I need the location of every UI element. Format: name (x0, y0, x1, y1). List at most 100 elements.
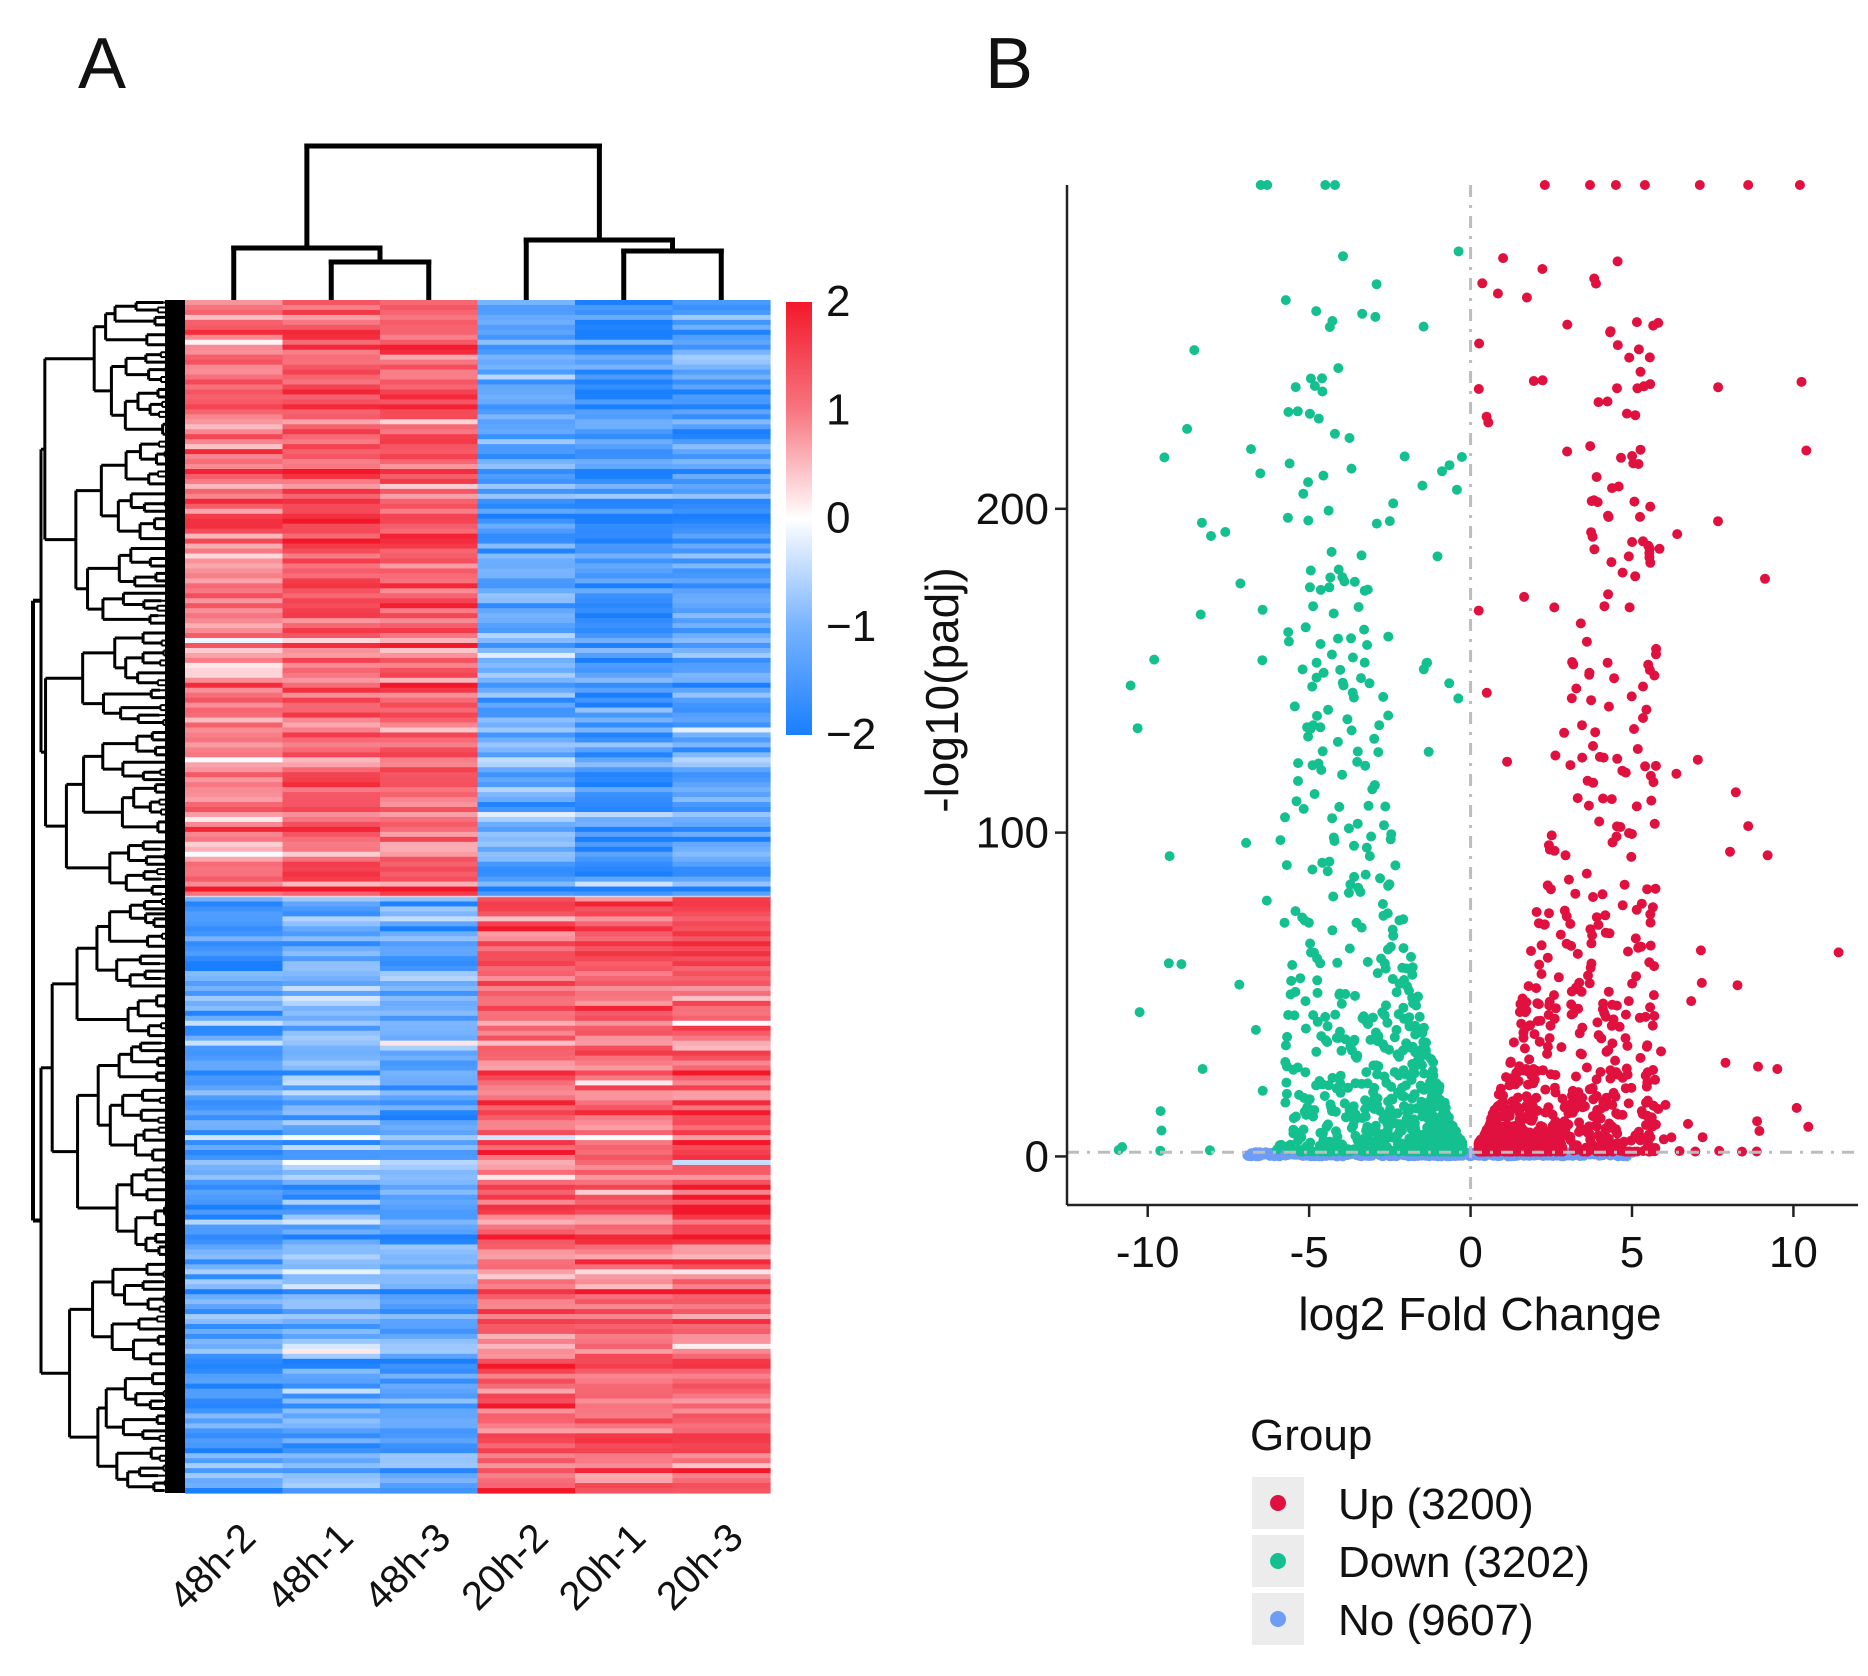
heatmap-cell (575, 1363, 674, 1370)
heatmap-cell (380, 1145, 479, 1151)
heatmap-cell (185, 772, 284, 778)
heatmap-cell (380, 1154, 479, 1161)
heatmap-cell (477, 1075, 576, 1082)
heatmap-cell (672, 1145, 771, 1151)
point-down (1275, 835, 1286, 846)
heatmap-cell (185, 707, 284, 714)
point-up (1608, 1014, 1619, 1025)
point-down (1456, 452, 1467, 462)
heatmap-cell (672, 926, 771, 932)
point-up (1562, 319, 1573, 330)
heatmap-cell (380, 1060, 479, 1067)
heatmap-cell (575, 1015, 674, 1022)
heatmap-cell (672, 1279, 771, 1285)
heatmap-cell (477, 429, 576, 435)
heatmap-cell (282, 941, 381, 947)
point-up (1610, 1091, 1621, 1102)
heatmap-cell (575, 1125, 674, 1131)
heatmap-cell (282, 1378, 381, 1385)
heatmap-cell (282, 1214, 381, 1221)
point-up (1539, 919, 1550, 930)
point-up (1672, 529, 1683, 540)
heatmap-cell (282, 981, 381, 987)
heatmap-cell (477, 488, 576, 495)
point-down (1410, 1020, 1421, 1031)
heatmap-cell (380, 797, 479, 803)
heatmap-cell (185, 304, 284, 311)
heatmap-cell (282, 1264, 381, 1270)
point-up (1606, 557, 1617, 568)
point-down (1362, 956, 1373, 967)
point-up (1604, 1122, 1614, 1133)
point-up (1623, 946, 1633, 957)
heatmap-cell (672, 309, 771, 316)
heatmap-cell (185, 911, 284, 917)
heatmap-cell (575, 1234, 674, 1241)
heatmap-cell (380, 737, 479, 743)
point-down (1375, 873, 1385, 884)
heatmap-cell (185, 339, 284, 346)
heatmap-cell (185, 1294, 284, 1300)
heatmap-cell (282, 1095, 381, 1101)
point-up (1549, 602, 1560, 613)
point-down (1300, 1067, 1311, 1078)
heatmap-cell (672, 851, 771, 858)
heatmap-cell (672, 1388, 771, 1395)
heatmap-cell (185, 1463, 284, 1469)
point-up (1597, 889, 1608, 900)
heatmap-cell (672, 816, 771, 823)
point-down (1353, 602, 1364, 612)
point-up (1529, 1029, 1540, 1040)
heatmap-cell (185, 961, 284, 967)
point-down (1250, 1024, 1261, 1035)
volcano-points (1113, 180, 1844, 1162)
point-up (1594, 816, 1605, 827)
heatmap-cell (380, 608, 479, 614)
point-down (1307, 864, 1318, 875)
heatmap-cell (282, 807, 381, 813)
heatmap-cell (575, 782, 674, 788)
point-down (1363, 800, 1374, 811)
point-up (1656, 1046, 1666, 1057)
heatmap-cell (575, 1040, 674, 1047)
heatmap-cell (477, 782, 576, 788)
heatmap-cell (477, 901, 576, 908)
heatmap-cell (282, 424, 381, 430)
point-up (1753, 1061, 1763, 1072)
heatmap-cell (282, 528, 381, 535)
point-up (1683, 1118, 1693, 1129)
point-up (1550, 1003, 1561, 1014)
point-down (1257, 604, 1268, 615)
heatmap-cell (380, 1428, 479, 1434)
heatmap-cell (185, 762, 284, 768)
heatmap-cell (672, 667, 771, 674)
legend-marker (1270, 1553, 1286, 1569)
heatmap-cell (575, 578, 674, 584)
heatmap-cell (672, 623, 771, 629)
heatmap-cell (672, 1045, 771, 1052)
heatmap-cell (477, 1050, 576, 1057)
heatmap-cell (282, 1398, 381, 1405)
heatmap-cell (575, 702, 674, 709)
heatmap-cell (282, 478, 381, 485)
heatmap-cell (185, 344, 284, 351)
heatmap-cell (185, 1120, 284, 1126)
point-down (1408, 1064, 1419, 1075)
heatmap-cell (380, 1319, 479, 1325)
heatmap-cell (575, 339, 674, 346)
heatmap-cell (282, 906, 381, 913)
heatmap-cell (282, 1428, 381, 1434)
point-down (1288, 1128, 1299, 1139)
heatmap-cell (185, 647, 284, 654)
point-up (1643, 1119, 1654, 1130)
point-up (1620, 1033, 1631, 1044)
point-down (1337, 572, 1348, 583)
point-up (1505, 1058, 1516, 1068)
heatmap-cell (282, 856, 381, 863)
heatmap-cell (575, 1348, 674, 1355)
heatmap-cell (185, 548, 284, 555)
heatmap-cell (477, 503, 576, 510)
heatmap-cell (477, 836, 576, 843)
point-down (1336, 998, 1347, 1009)
heatmap-cell (185, 807, 284, 813)
